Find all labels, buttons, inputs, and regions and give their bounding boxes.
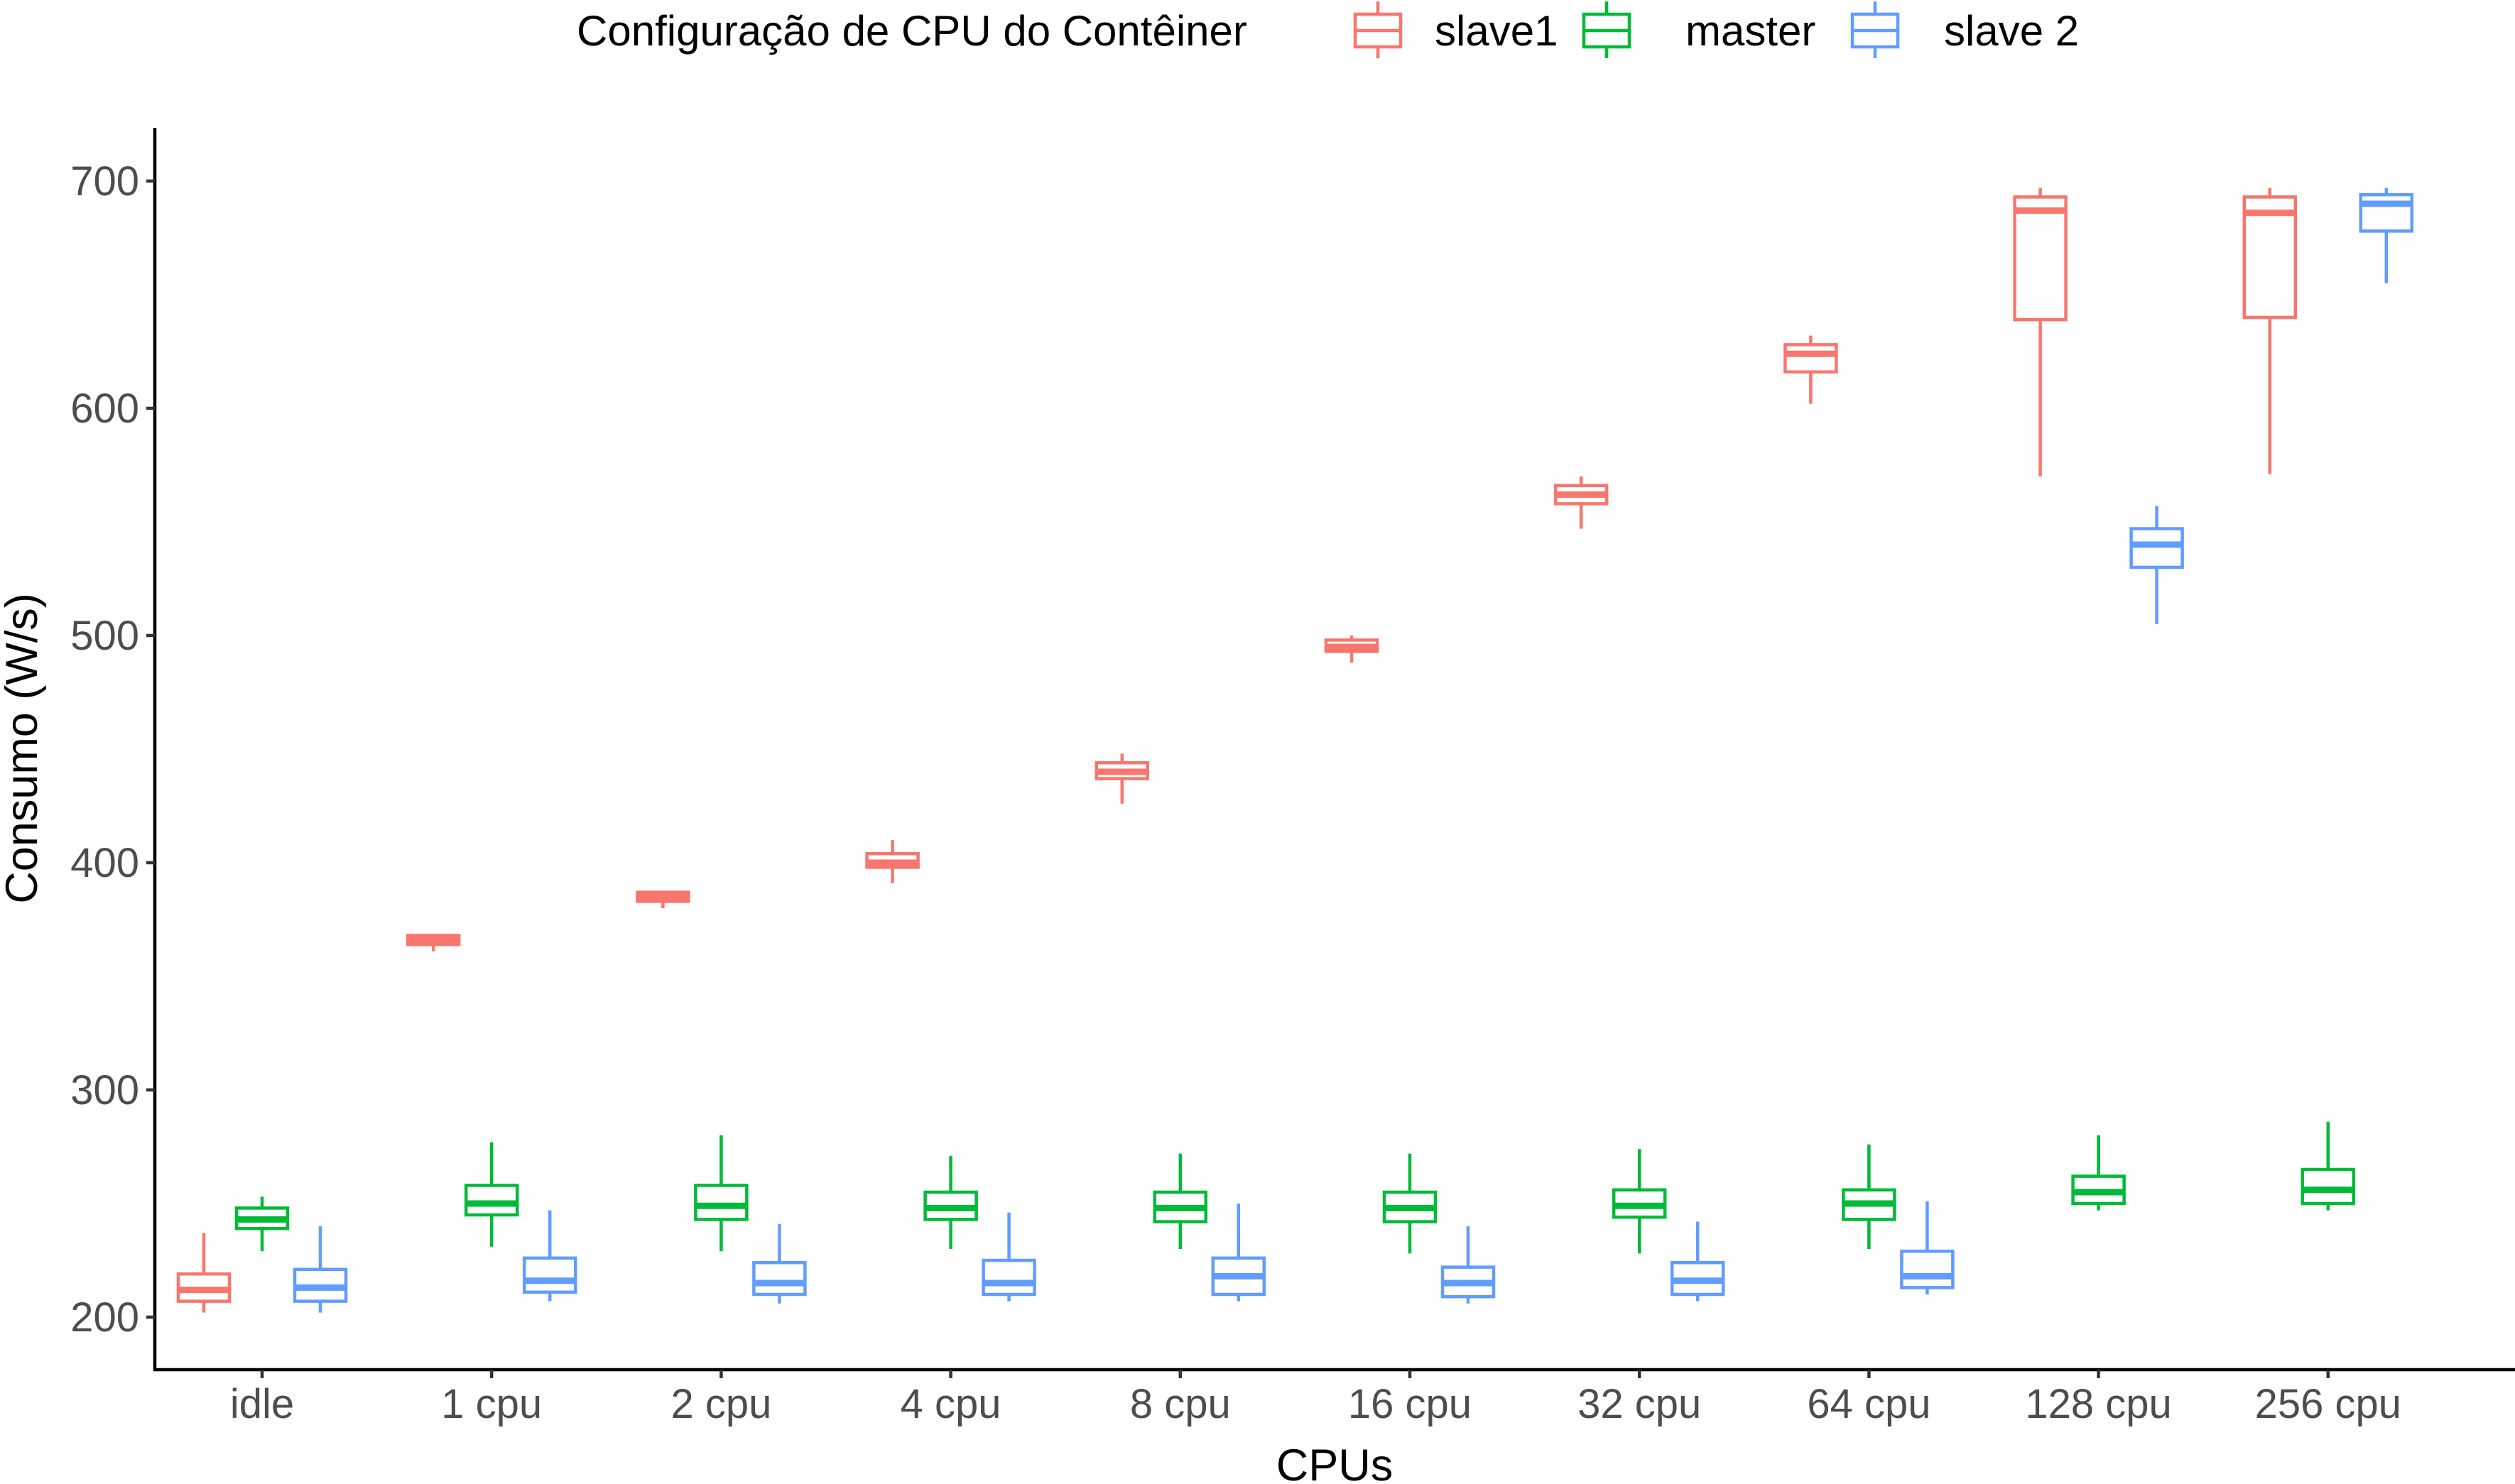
x-ticks: idle 1 cpu 2 cpu 4 cpu 8 cpu 16 cpu 32 cpu 64 c… — [230, 1370, 2401, 1427]
y-tick-label: 700 — [70, 158, 139, 204]
box — [636, 890, 690, 908]
x-tick-label: 256 cpu — [2255, 1381, 2401, 1427]
box — [406, 934, 461, 951]
legend-items: slave1 master slave 2 — [1353, 1, 2079, 58]
box — [2013, 187, 2068, 476]
box — [2359, 187, 2414, 283]
x-tick-label: 128 cpu — [2025, 1381, 2171, 1427]
box-body — [982, 1258, 1036, 1297]
y-tick-label: 600 — [70, 386, 139, 432]
box — [982, 1212, 1036, 1302]
x-tick-label: 4 cpu — [901, 1381, 1001, 1427]
x-axis-title: CPUs — [1276, 1441, 1394, 1484]
legend-item-master: master — [1582, 1, 1815, 58]
box-body — [752, 1260, 807, 1297]
y-ticks: 200 300 400 500 600 700 — [70, 158, 155, 1341]
y-tick-label: 500 — [70, 613, 139, 659]
box — [1211, 1204, 1266, 1302]
legend-item-slave-2: slave 2 — [1850, 1, 2079, 58]
box — [176, 1233, 232, 1313]
legend-key — [1353, 1, 1403, 58]
box-body — [464, 1184, 519, 1217]
legend-key — [1850, 1, 1900, 58]
box — [752, 1223, 807, 1304]
box-body — [2129, 527, 2184, 569]
axes: 200 300 400 500 600 700 idle 1 cpu 2 cpu 4 cpu 8 … — [70, 128, 2515, 1427]
box — [1553, 476, 1609, 529]
box-body — [1783, 343, 1838, 374]
box-body — [2359, 192, 2414, 233]
box — [1094, 753, 1150, 804]
legend-label: slave1 — [1435, 7, 1558, 55]
series-master — [234, 1121, 2356, 1254]
y-tick-label: 200 — [70, 1294, 139, 1341]
box — [694, 1135, 749, 1252]
legend-label: master — [1685, 7, 1815, 55]
series-slave1 — [176, 187, 2298, 1313]
box — [2129, 506, 2184, 624]
box — [1440, 1226, 1496, 1304]
legend-title: Configuração de CPU do Contêiner — [577, 7, 1247, 55]
plot-area — [176, 187, 2414, 1313]
box-body — [522, 1256, 577, 1294]
box — [2301, 1121, 2356, 1211]
x-tick-label: idle — [230, 1381, 294, 1427]
box — [1324, 635, 1379, 663]
box — [923, 1155, 978, 1249]
x-tick-label: 64 cpu — [1807, 1381, 1930, 1427]
x-tick-label: 2 cpu — [670, 1381, 771, 1427]
box — [1153, 1153, 1208, 1249]
box-body — [2242, 195, 2298, 320]
box — [522, 1210, 577, 1302]
box — [1842, 1144, 1896, 1249]
box — [2242, 187, 2298, 474]
box — [1612, 1149, 1667, 1254]
x-tick-label: 8 cpu — [1130, 1381, 1231, 1427]
box-body — [1900, 1249, 1955, 1289]
legend: Configuração de CPU do Contêiner slave1 m… — [577, 1, 2079, 58]
box — [1670, 1221, 1725, 1302]
box-body — [694, 1184, 749, 1221]
box — [234, 1196, 290, 1252]
box — [1382, 1153, 1438, 1254]
box-body — [2013, 195, 2068, 322]
box — [1783, 335, 1838, 404]
box — [865, 840, 920, 883]
y-tick-label: 400 — [70, 840, 139, 886]
x-tick-label: 1 cpu — [441, 1381, 542, 1427]
legend-key — [1582, 1, 1631, 58]
y-axis-title: Consumo (W/s) — [0, 593, 47, 904]
box — [1900, 1201, 1955, 1294]
x-tick-label: 16 cpu — [1348, 1381, 1472, 1427]
series-slave-2 — [293, 187, 2414, 1313]
y-tick-label: 300 — [70, 1067, 139, 1113]
box — [293, 1226, 348, 1313]
legend-item-slave1: slave1 — [1353, 1, 1558, 58]
box — [464, 1142, 519, 1247]
legend-label: slave 2 — [1944, 7, 2079, 55]
box-body — [2301, 1167, 2356, 1206]
box — [2071, 1135, 2126, 1211]
x-tick-label: 32 cpu — [1577, 1381, 1701, 1427]
